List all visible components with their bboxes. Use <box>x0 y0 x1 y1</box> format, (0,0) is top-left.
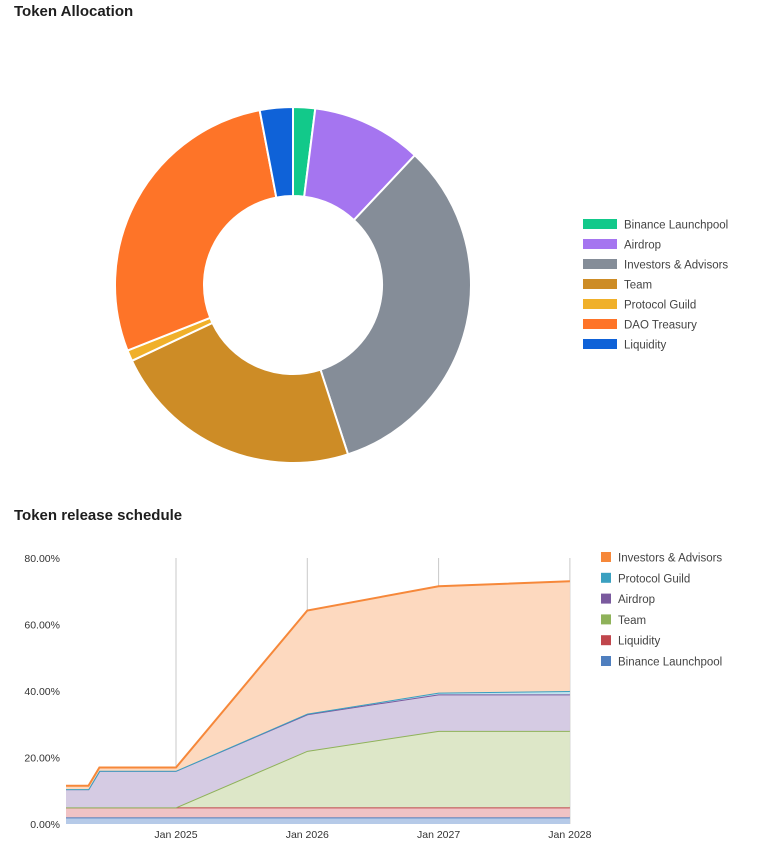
legend-label-liquidity: Liquidity <box>624 340 666 352</box>
y-tick-label: 60.00% <box>24 620 60 632</box>
line-investors-and-advisors <box>66 580 570 787</box>
legend-label-binance-launchpool: Binance Launchpool <box>624 220 728 232</box>
pie-slice-team[interactable] <box>130 321 350 464</box>
allocation-title: Token Allocation <box>14 3 134 20</box>
x-tick-label: Jan 2026 <box>286 829 329 841</box>
legend-swatch-protocol-guild <box>601 572 611 583</box>
y-tick-label: 80.00% <box>24 553 60 565</box>
legend-label-investors-and-advisors: Investors & Advisors <box>624 260 728 272</box>
token-allocation-donut-chart: Binance Launchpool Airdrop Investors & Adv… <box>114 105 728 464</box>
legend-label-investors-and-advisors: Investors & Advisors <box>618 553 722 565</box>
legend-label-airdrop: Airdrop <box>618 594 655 606</box>
x-tick-label: Jan 2027 <box>417 829 460 841</box>
legend-swatch-team <box>601 614 611 625</box>
legend-swatch-protocol-guild <box>583 299 617 309</box>
legend-label-team: Team <box>624 280 652 292</box>
legend-swatch-liquidity <box>601 635 611 646</box>
area-investors-and-advisors <box>66 581 570 790</box>
legend-swatch-binance-launchpool <box>601 656 611 666</box>
area-liquidity <box>66 807 570 818</box>
y-tick-label: 20.00% <box>24 753 60 765</box>
legend-swatch-liquidity <box>583 339 617 349</box>
legend-swatch-dao-treasury <box>583 319 617 329</box>
y-tick-label: 40.00% <box>24 686 60 698</box>
legend-swatch-airdrop <box>601 593 611 604</box>
legend-swatch-airdrop <box>583 239 617 249</box>
x-tick-label: Jan 2028 <box>548 829 591 841</box>
pie-slice-liquidity[interactable] <box>258 105 294 199</box>
legend-swatch-binance-launchpool <box>583 219 617 229</box>
legend-label-liquidity: Liquidity <box>618 636 660 648</box>
legend-label-protocol-guild: Protocol Guild <box>618 573 690 585</box>
legend-swatch-team <box>583 279 617 289</box>
pie-slice-dao-treasury[interactable] <box>114 108 278 352</box>
area-binance-launchpool <box>66 817 570 824</box>
legend-label-binance-launchpool: Binance Launchpool <box>618 657 722 669</box>
legend-label-airdrop: Airdrop <box>624 240 661 252</box>
legend-label-team: Team <box>618 615 646 627</box>
pie-slice-investors-and-advisors[interactable] <box>319 153 472 456</box>
legend-label-protocol-guild: Protocol Guild <box>624 300 696 312</box>
x-tick-label: Jan 2025 <box>154 829 197 841</box>
legend-swatch-investors-and-advisors <box>583 259 617 269</box>
y-tick-label: 0.00% <box>30 819 60 831</box>
release-schedule-title: Token release schedule <box>14 507 183 524</box>
area-team <box>66 730 570 808</box>
legend-swatch-investors-and-advisors <box>601 552 611 562</box>
legend-label-dao-treasury: DAO Treasury <box>624 320 697 332</box>
area-airdrop <box>66 694 570 808</box>
